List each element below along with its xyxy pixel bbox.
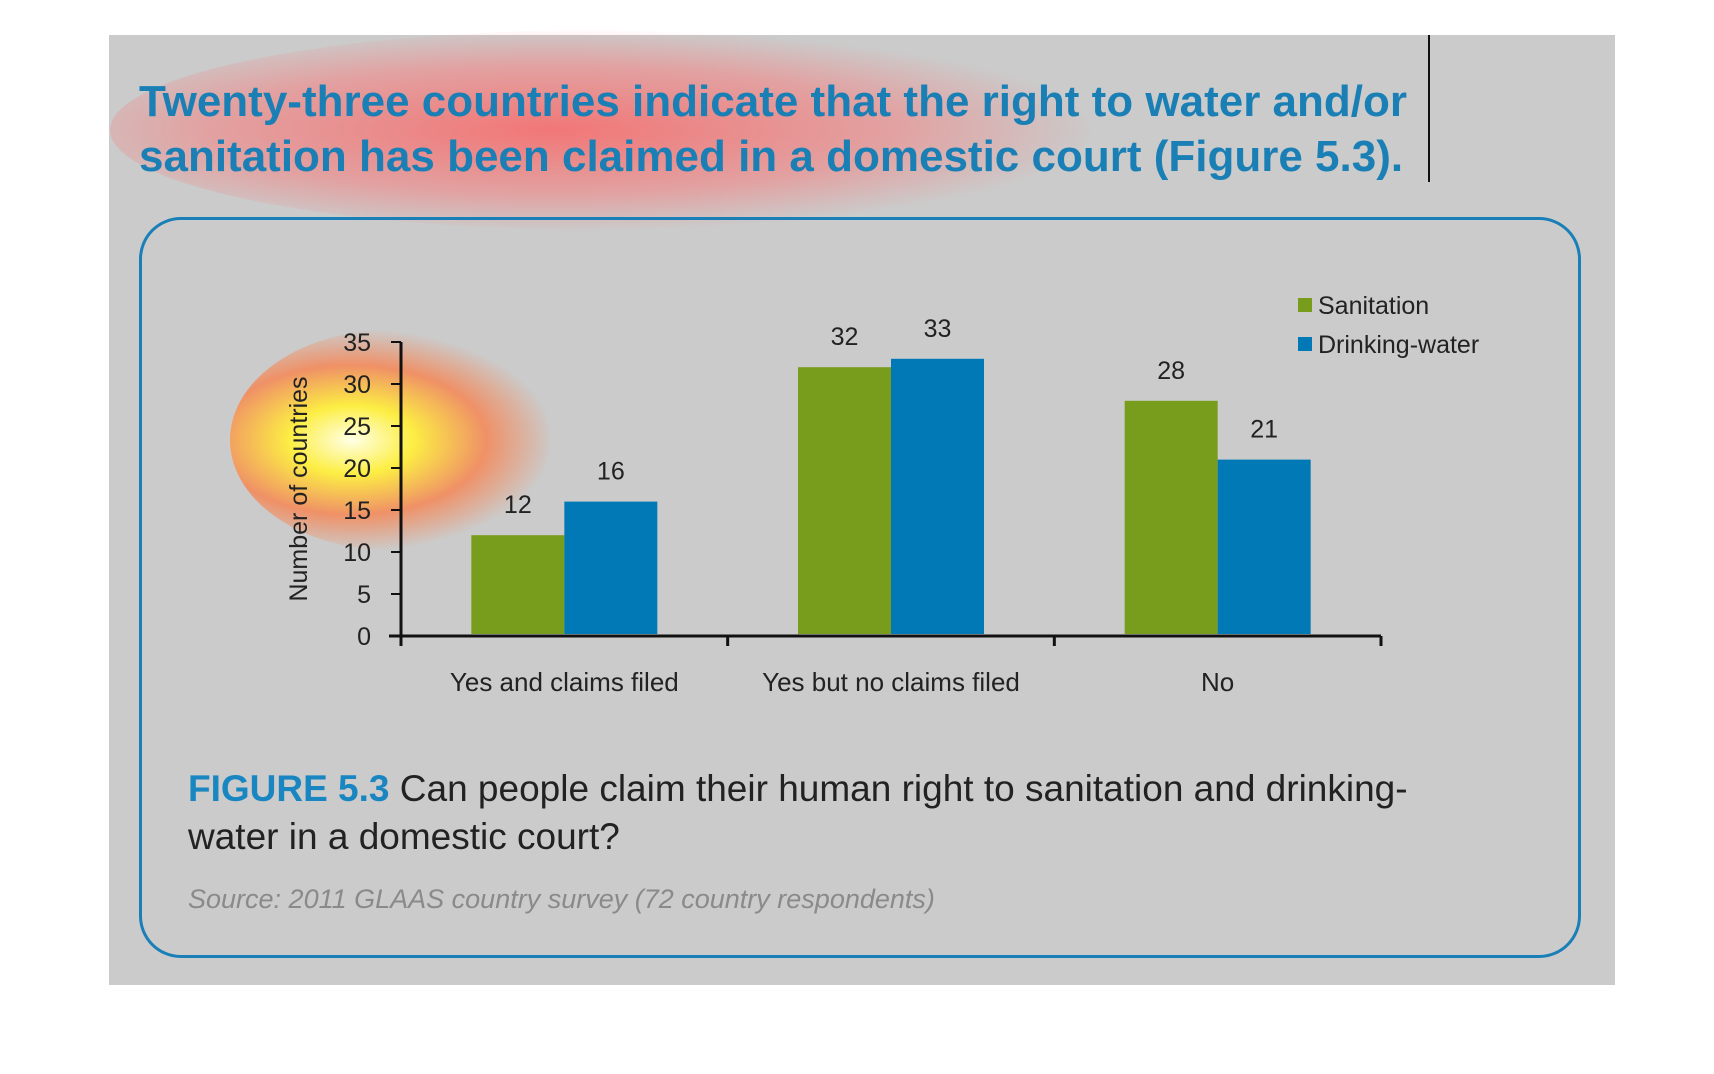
y-tick-label: 15 (343, 497, 371, 525)
figure-panel (139, 217, 1581, 958)
legend-swatch (1298, 337, 1312, 351)
y-tick-label: 35 (343, 329, 371, 357)
bar-sanitation (1124, 400, 1218, 634)
y-tick-label: 20 (343, 455, 371, 483)
y-tick-label: 25 (343, 413, 371, 441)
figure-caption-text: Can people claim their human right to sa… (188, 768, 1408, 857)
x-tick-label: Yes but no claims filed (762, 667, 1020, 697)
data-label: 12 (504, 491, 532, 519)
bar-sanitation (798, 367, 891, 634)
data-label: 16 (597, 458, 625, 486)
y-tick-label: 0 (357, 623, 371, 651)
legend-label: Sanitation (1318, 292, 1429, 320)
data-label: 32 (831, 323, 859, 351)
bar-drinking-water (1217, 459, 1311, 634)
legend-label: Drinking-water (1318, 331, 1479, 359)
data-label: 21 (1250, 416, 1278, 444)
data-label: 33 (924, 315, 952, 343)
bar-drinking-water (891, 358, 984, 634)
source-note: Source: 2011 GLAAS country survey (72 co… (188, 884, 935, 914)
figure-label: FIGURE 5.3 (188, 768, 390, 809)
page-title: Twenty-three countries indicate that the… (139, 77, 1407, 181)
y-axis-title: Number of countries (285, 376, 313, 601)
data-label: 28 (1157, 357, 1185, 385)
x-tick-label: Yes and claims filed (450, 667, 679, 697)
y-tick-label: 30 (343, 371, 371, 399)
text-cursor (1428, 35, 1430, 182)
y-tick-label: 5 (357, 581, 371, 609)
x-tick-label: No (1201, 667, 1234, 697)
bar-sanitation (471, 535, 565, 634)
figure-caption: FIGURE 5.3 Can people claim their human … (188, 765, 1438, 861)
bar-drinking-water (564, 501, 658, 634)
y-tick-label: 10 (343, 539, 371, 567)
legend-swatch (1298, 298, 1312, 312)
